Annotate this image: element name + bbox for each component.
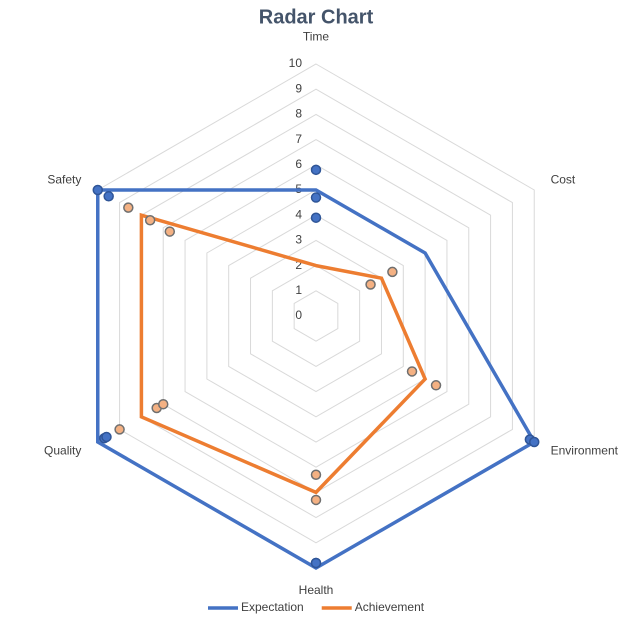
category-label: Time <box>303 29 330 43</box>
sample-marker <box>310 164 322 176</box>
r-tick-label: 1 <box>295 283 302 297</box>
r-tick-label: 9 <box>295 81 302 95</box>
legend-label: Achievement <box>355 600 425 614</box>
sample-marker <box>430 380 442 391</box>
sample-marker <box>123 202 134 213</box>
series-line <box>139 212 428 495</box>
sample-marker <box>92 184 104 196</box>
sample-marker <box>157 398 169 410</box>
sample-marker <box>101 431 112 443</box>
sample-marker <box>310 192 322 203</box>
sample-marker <box>103 191 114 202</box>
category-label: Safety <box>47 173 81 187</box>
sample-marker <box>114 424 125 435</box>
sample-marker <box>164 226 176 237</box>
r-tick-label: 8 <box>295 107 302 121</box>
r-tick-label: 3 <box>295 233 302 247</box>
r-tick-label: 10 <box>289 56 303 70</box>
r-tick-label: 0 <box>295 308 302 322</box>
chart-title: Radar Chart <box>259 6 374 28</box>
sample-marker <box>310 212 322 223</box>
sample-marker <box>387 266 398 278</box>
r-tick-label: 2 <box>295 258 302 272</box>
legend-label: Expectation <box>241 600 304 614</box>
sample-marker <box>310 494 322 506</box>
sample-marker <box>310 469 322 481</box>
sample-marker <box>406 366 418 377</box>
r-tick-label: 4 <box>295 207 302 221</box>
grid-ring <box>119 88 513 544</box>
sample-marker <box>528 436 540 448</box>
grid-ring <box>271 265 361 367</box>
category-label: Quality <box>44 444 81 458</box>
sample-marker <box>144 214 156 226</box>
grid-ring <box>206 189 426 443</box>
sample-marker <box>310 557 322 569</box>
grid-ring <box>293 290 339 342</box>
r-tick-label: 6 <box>295 157 302 171</box>
category-label: Environment <box>551 444 619 458</box>
category-label: Health <box>299 583 334 597</box>
grid-ring <box>228 214 404 418</box>
grid-ring <box>184 164 448 468</box>
category-label: Cost <box>551 173 576 187</box>
sample-marker <box>365 279 376 290</box>
grid-ring <box>250 239 382 393</box>
r-tick-label: 7 <box>295 132 302 146</box>
